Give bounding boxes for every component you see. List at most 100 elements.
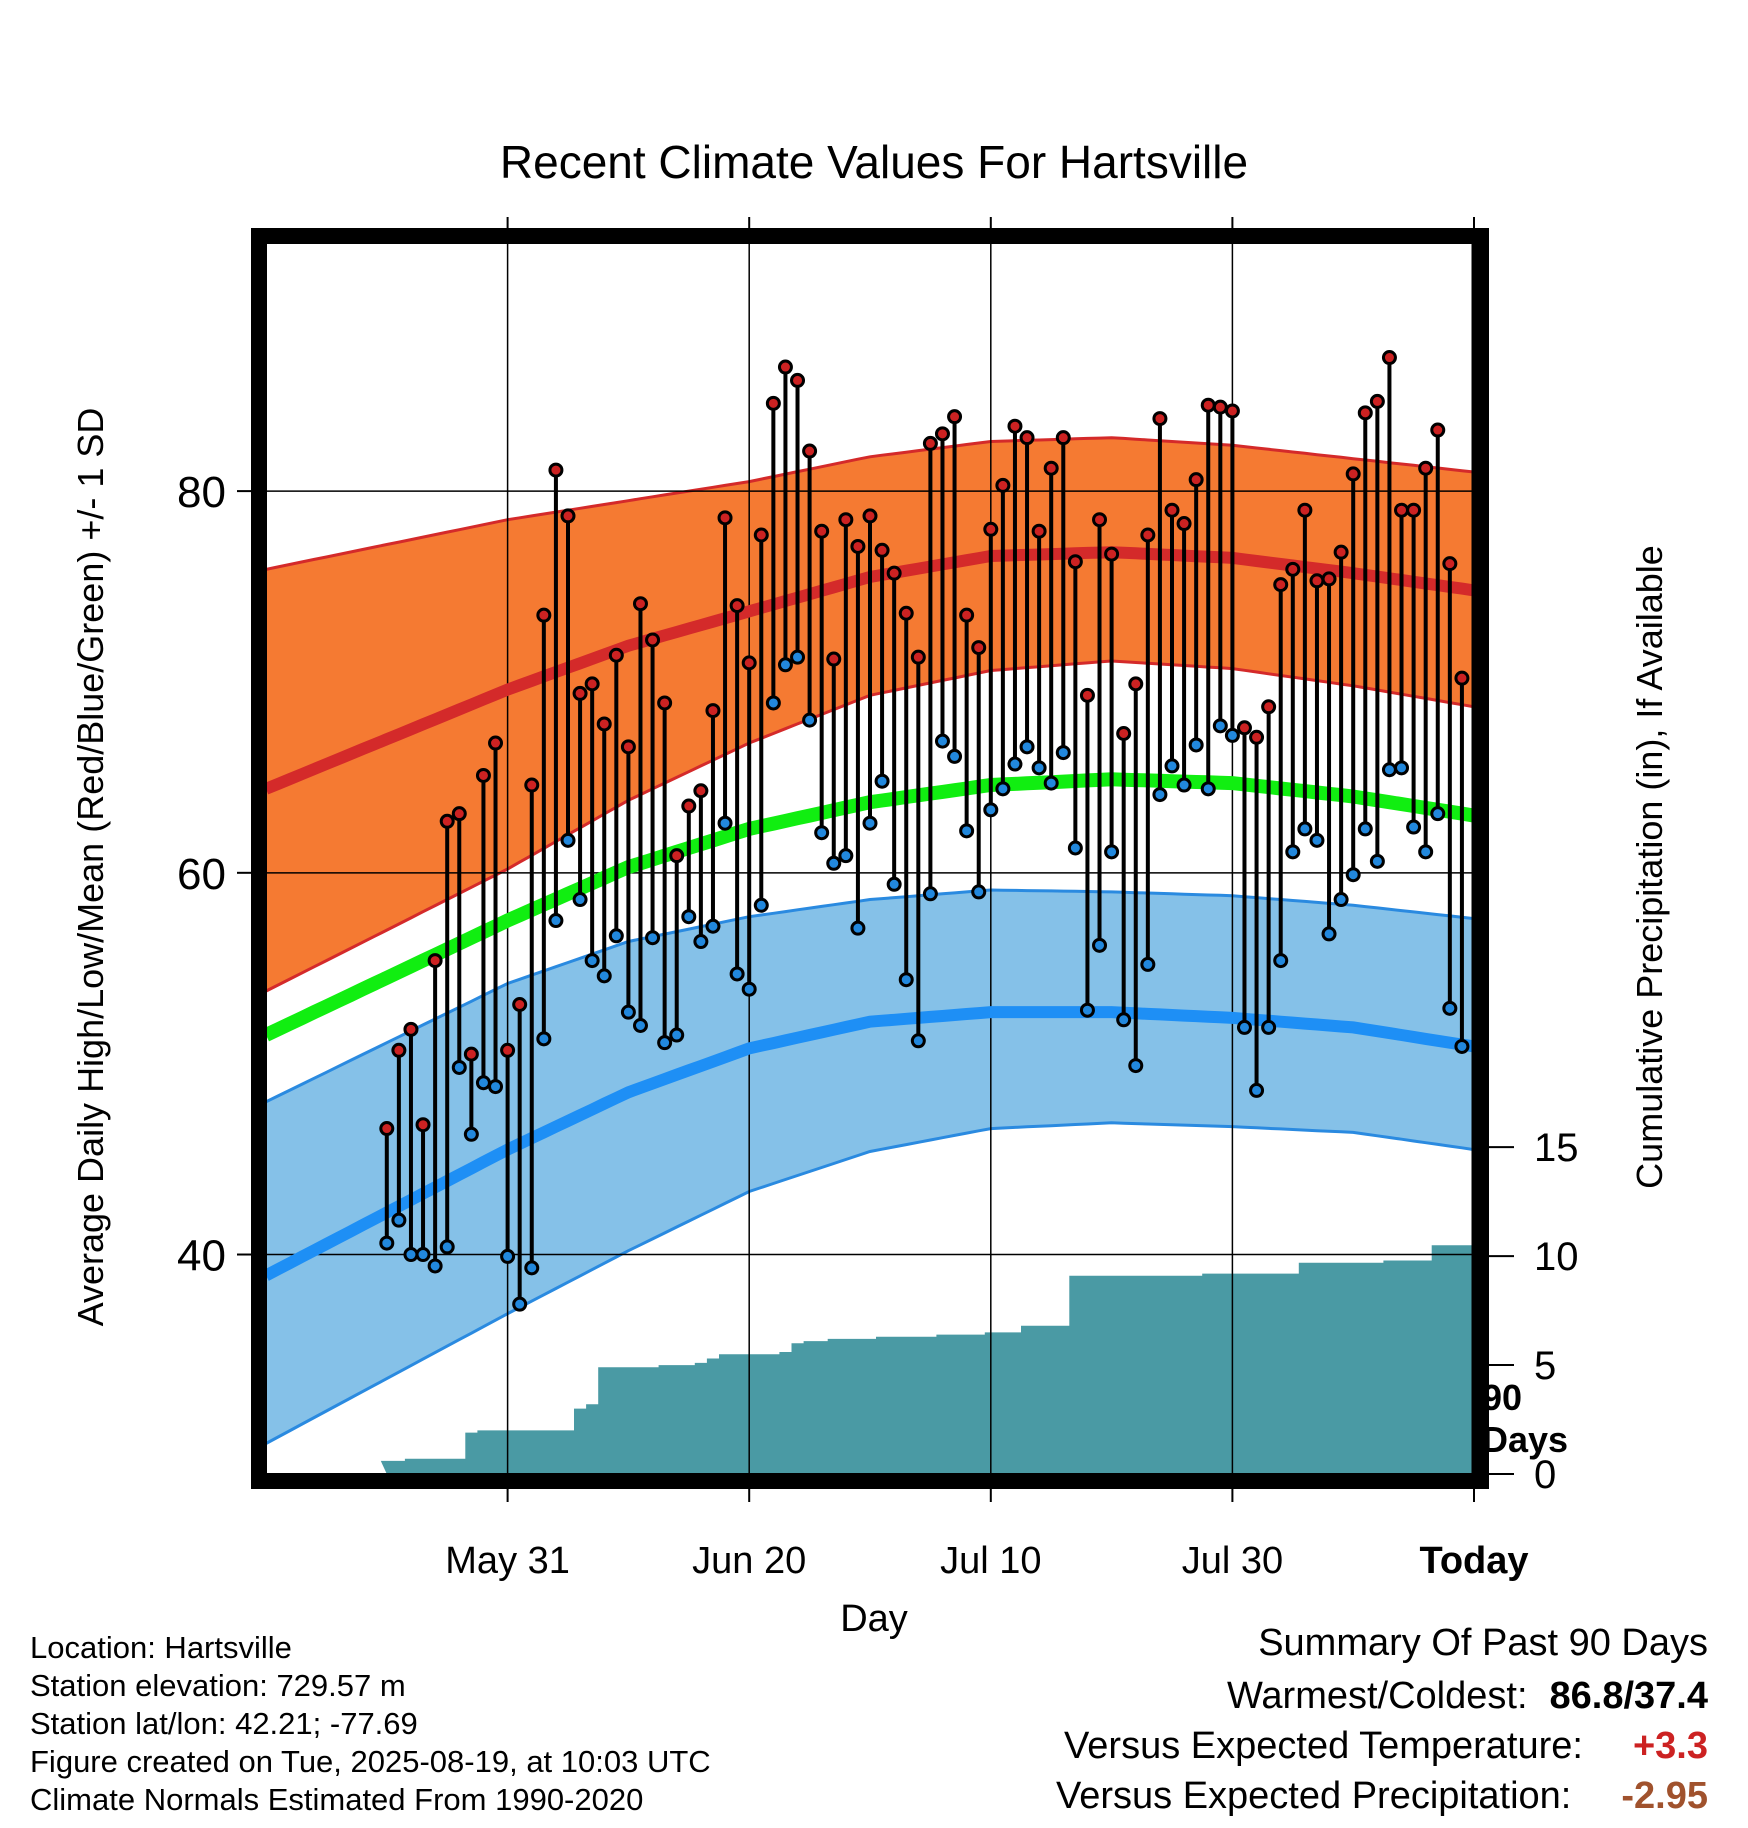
high-point <box>1261 699 1277 715</box>
high-point <box>1357 405 1373 421</box>
y2-tick-label: 5 <box>1534 1344 1556 1388</box>
low-point <box>1224 727 1240 743</box>
high-point <box>488 735 504 751</box>
high-point <box>1224 403 1240 419</box>
low-point <box>584 953 600 969</box>
y2-tick-label: 15 <box>1534 1126 1579 1170</box>
high-point <box>403 1021 419 1037</box>
high-point <box>1031 523 1047 539</box>
x-axis-label: Day <box>840 1598 908 1640</box>
low-point <box>1369 853 1385 869</box>
low-point <box>391 1212 407 1228</box>
high-point <box>1418 460 1434 476</box>
low-point <box>608 928 624 944</box>
low-point <box>729 966 745 982</box>
temp-value: +3.3 <box>1632 1725 1708 1767</box>
low-point <box>934 733 950 749</box>
y-axis-label: Average Daily High/Low/Mean (Red/Blue/Gr… <box>70 408 111 1327</box>
high-point <box>1055 430 1071 446</box>
high-point <box>1116 725 1132 741</box>
high-point <box>1333 544 1349 560</box>
high-point <box>1442 556 1458 572</box>
high-point <box>1092 512 1108 528</box>
low-point <box>524 1260 540 1276</box>
high-point <box>790 372 806 388</box>
summary-heading: Summary Of Past 90 Days <box>1258 1622 1708 1664</box>
low-point <box>560 832 576 848</box>
high-point <box>777 359 793 375</box>
low-point <box>1128 1058 1144 1074</box>
low-point <box>620 1004 636 1020</box>
low-point <box>1430 806 1446 822</box>
high-point <box>512 997 528 1013</box>
high-point <box>947 409 963 425</box>
low-point <box>632 1017 648 1033</box>
high-point <box>1369 393 1385 409</box>
created-text: Figure created on Tue, 2025-08-19, at 10… <box>30 1744 711 1779</box>
low-point <box>995 781 1011 797</box>
low-point <box>1309 832 1325 848</box>
high-point <box>826 651 842 667</box>
high-point <box>1019 430 1035 446</box>
low-point <box>1092 937 1108 953</box>
axes: 40 60 80 0 5 10 15 May 31 Jun 20 Jul 10 Jul 30 Toda… <box>177 217 1579 1582</box>
low-point <box>1055 745 1071 761</box>
low-point <box>1152 787 1168 803</box>
temp-label: Versus Expected Temperature: <box>1064 1725 1583 1767</box>
low-point <box>850 920 866 936</box>
high-point <box>1067 554 1083 570</box>
high-point <box>995 477 1011 493</box>
low-point <box>910 1033 926 1049</box>
low-point <box>802 712 818 728</box>
low-point <box>1067 840 1083 856</box>
low-point <box>1442 1000 1458 1016</box>
plot-content <box>266 243 1474 1474</box>
low-point <box>657 1035 673 1051</box>
low-point <box>1007 756 1023 772</box>
warm-cold-value: 86.8/37.4 <box>1549 1675 1708 1717</box>
low-point <box>439 1239 455 1255</box>
low-point <box>536 1031 552 1047</box>
high-point <box>669 848 685 864</box>
high-point <box>1140 527 1156 543</box>
low-point <box>1249 1082 1265 1098</box>
low-point <box>1043 775 1059 791</box>
location-text: Location: Hartsville <box>30 1630 292 1665</box>
low-point <box>1333 892 1349 908</box>
low-point <box>1357 821 1373 837</box>
low-point <box>1381 762 1397 778</box>
x-tick-label: Jun 20 <box>692 1540 806 1582</box>
high-point <box>463 1046 479 1062</box>
low-point <box>475 1075 491 1091</box>
low-point <box>379 1235 395 1251</box>
high-point <box>862 508 878 524</box>
high-point <box>1406 502 1422 518</box>
low-point <box>741 981 757 997</box>
chart-title: Recent Climate Values For Hartsville <box>500 136 1248 188</box>
low-point <box>1297 821 1313 837</box>
high-point <box>1212 399 1228 415</box>
high-point <box>524 777 540 793</box>
high-point <box>657 695 673 711</box>
low-point <box>681 909 697 925</box>
precip-value: -2.95 <box>1621 1775 1708 1817</box>
low-point <box>488 1079 504 1095</box>
high-point <box>886 565 902 581</box>
low-point <box>1116 1012 1132 1028</box>
high-point <box>693 783 709 799</box>
high-point <box>1321 571 1337 587</box>
low-point <box>886 876 902 892</box>
low-point <box>765 695 781 711</box>
high-point <box>1394 502 1410 518</box>
high-point <box>934 426 950 442</box>
low-point <box>1261 1019 1277 1035</box>
high-point <box>1043 460 1059 476</box>
high-point <box>1152 411 1168 427</box>
low-point <box>1285 844 1301 860</box>
low-point <box>1031 760 1047 776</box>
low-point <box>415 1247 431 1263</box>
y-tick-label: 40 <box>177 1232 226 1281</box>
high-point <box>560 508 576 524</box>
